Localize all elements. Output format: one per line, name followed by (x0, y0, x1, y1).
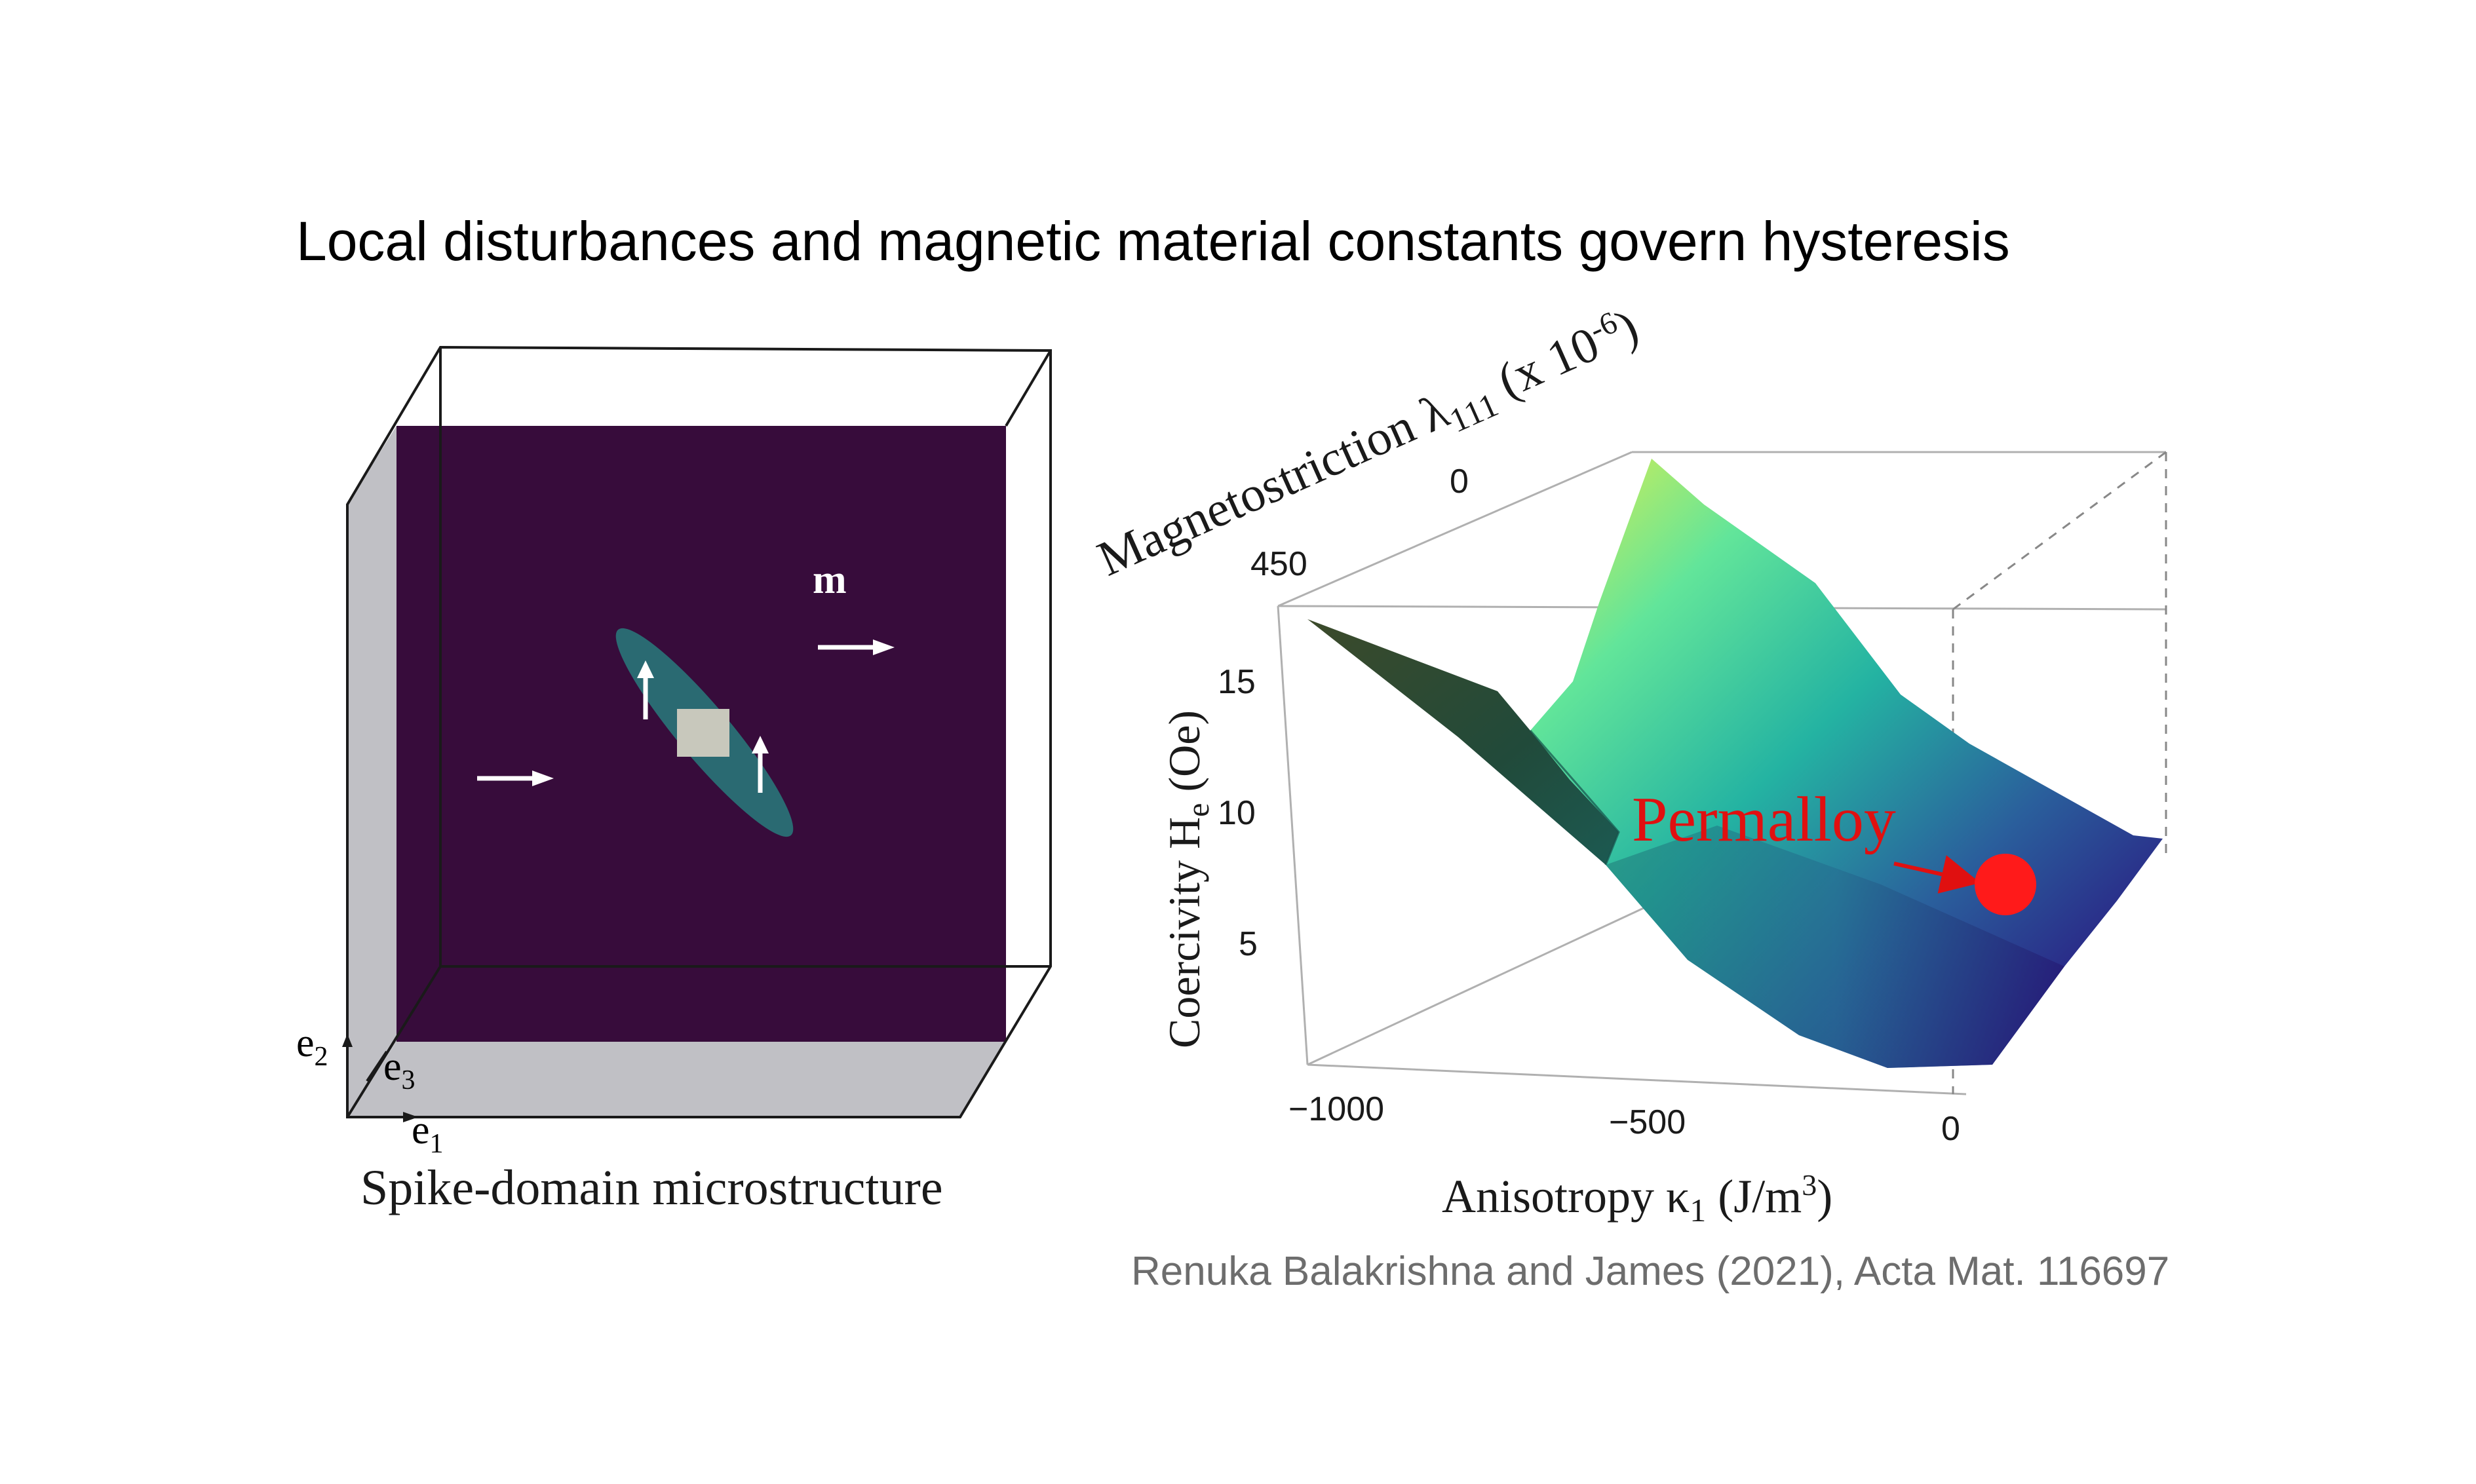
x-tick-neg500: −500 (1609, 1103, 1686, 1141)
axis-e1-label: e1 (412, 1108, 444, 1159)
y-tick-450: 450 (1250, 545, 1307, 583)
box-bottom-face (347, 1042, 1006, 1117)
y-tick-0: 0 (1450, 463, 1469, 501)
magnetization-arrow-right (818, 639, 895, 655)
axis-e2-label: e2 (296, 1021, 328, 1072)
z-tick-5: 5 (1239, 925, 1258, 963)
slide-title: Local disturbances and magnetic material… (296, 210, 2010, 272)
axis-e3-label: e3 (383, 1044, 416, 1095)
surface-left-wing (1307, 619, 1619, 865)
microstructure-caption: Spike-domain microstructure (360, 1160, 943, 1215)
x-tick-neg1000: −1000 (1288, 1090, 1384, 1128)
citation: Renuka Balakrishna and James (2021), Act… (1131, 1249, 2170, 1294)
surface-front-shade (1606, 826, 2064, 1068)
magnetization-label: m (813, 558, 847, 602)
x-axis-label: Anisotropy κ1 (J/m3) (1442, 1168, 1832, 1228)
defect-inclusion (677, 709, 729, 757)
z-tick-15: 15 (1218, 663, 1256, 701)
z-axis-ticks: 15 10 5 (1218, 663, 1258, 963)
permalloy-arrow (1893, 855, 1981, 894)
coordinate-axes (342, 1034, 418, 1122)
spike-arrow-up-1 (637, 660, 654, 719)
spike-arrow-up-2 (752, 736, 769, 793)
y-axis-ticks: 450 0 (1250, 463, 1469, 583)
x-tick-0: 0 (1941, 1110, 1960, 1148)
magnetization-arrow-left (477, 771, 554, 786)
surface-crease (1529, 730, 1620, 866)
box-side-face (347, 426, 397, 1117)
x-axis-ticks: −1000 −500 0 (1288, 1090, 1960, 1148)
z-tick-10: 10 (1218, 794, 1256, 832)
permalloy-marker (1975, 854, 2036, 915)
z-axis-label: Coercivity He (Oe) (1159, 710, 1216, 1048)
surface-plot-panel: Permalloy 15 10 5 Coercivity He (Oe) 450… (1089, 298, 2167, 1228)
permalloy-label: Permalloy (1632, 784, 1896, 855)
y-axis-label: Magnetostriction λ111 (x 10-6) (1089, 298, 1649, 593)
microstructure-panel: m e2 e3 e1 Spike-domain microstructure (296, 345, 1052, 1215)
